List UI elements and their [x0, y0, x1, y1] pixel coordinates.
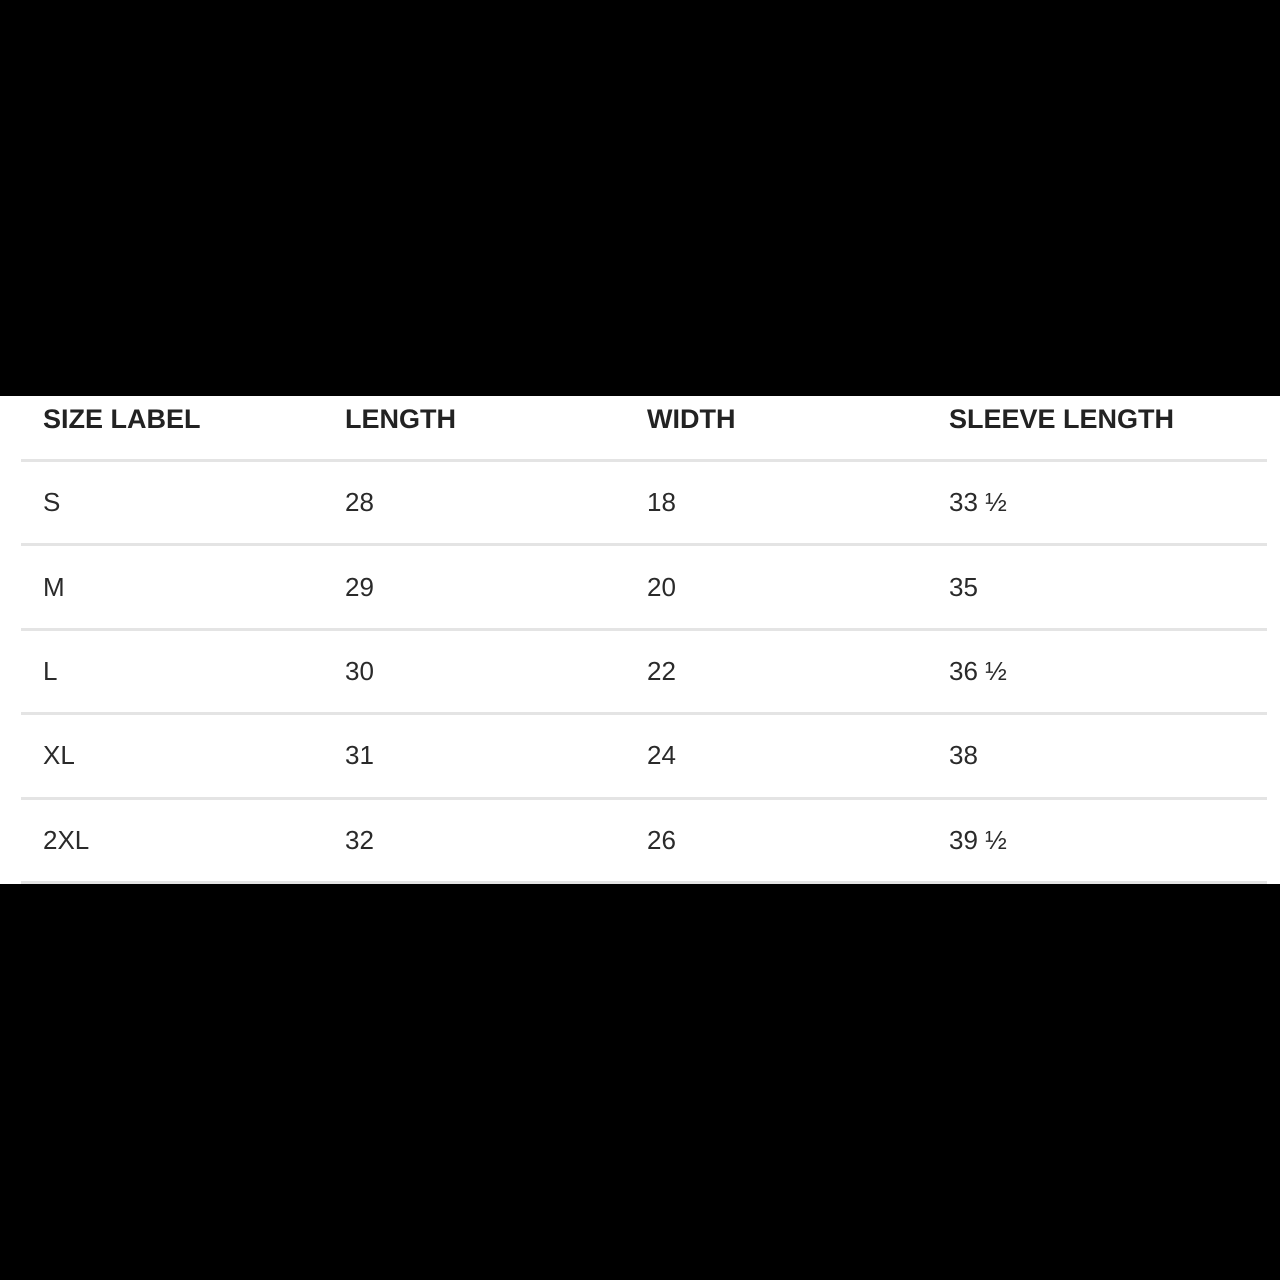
- header-sleeve-length: SLEEVE LENGTH: [949, 403, 1175, 434]
- cell-sleeve-length: 35: [949, 571, 978, 602]
- cell-sleeve-length: 39 ½: [949, 824, 1007, 855]
- cell-width: 18: [647, 487, 676, 518]
- cell-length: 31: [345, 740, 374, 771]
- cell-length: 29: [345, 571, 374, 602]
- table-row: XL 31 24 38: [21, 715, 1267, 800]
- cell-width: 22: [647, 655, 676, 686]
- header-size-label: SIZE LABEL: [43, 403, 201, 434]
- cell-size: S: [43, 487, 61, 518]
- cell-size: M: [43, 571, 65, 602]
- table-row: 2XL 32 26 39 ½: [21, 800, 1267, 884]
- cell-width: 24: [647, 740, 676, 771]
- cell-width: 26: [647, 824, 676, 855]
- cell-length: 30: [345, 655, 374, 686]
- cell-length: 28: [345, 487, 374, 518]
- size-chart-table: SIZE LABEL LENGTH WIDTH SLEEVE LENGTH S 2…: [0, 396, 1280, 884]
- table-row: M 29 20 35: [21, 546, 1267, 631]
- cell-sleeve-length: 36 ½: [949, 655, 1007, 686]
- header-length: LENGTH: [345, 403, 456, 434]
- cell-size: L: [43, 655, 58, 686]
- table-header-row: SIZE LABEL LENGTH WIDTH SLEEVE LENGTH: [21, 396, 1267, 462]
- cell-size: 2XL: [43, 824, 90, 855]
- table-row: S 28 18 33 ½: [21, 462, 1267, 547]
- cell-sleeve-length: 38: [949, 740, 978, 771]
- cell-sleeve-length: 33 ½: [949, 487, 1007, 518]
- header-width: WIDTH: [647, 403, 736, 434]
- table-row: L 30 22 36 ½: [21, 631, 1267, 716]
- cell-length: 32: [345, 824, 374, 855]
- cell-size: XL: [43, 740, 75, 771]
- cell-width: 20: [647, 571, 676, 602]
